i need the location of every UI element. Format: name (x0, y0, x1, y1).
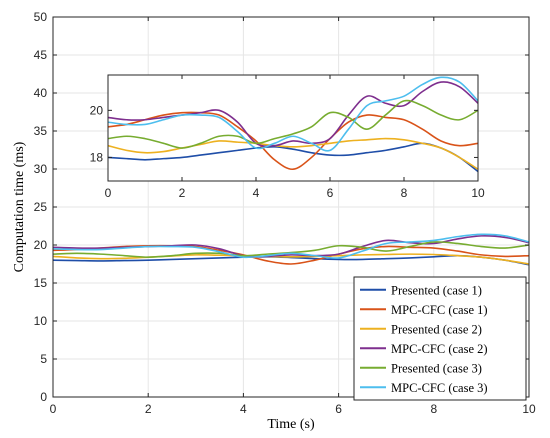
legend-label: MPC-CFC (case 3) (391, 381, 488, 395)
x-axis-label: Time (s) (267, 417, 315, 432)
inset-x-tick-label: 6 (327, 186, 334, 200)
x-tick-label: 0 (50, 402, 57, 416)
y-tick-label: 50 (34, 10, 48, 24)
inset-series-line-3 (108, 137, 478, 170)
inset-series-line-2 (108, 111, 478, 171)
y-tick-label: 20 (34, 238, 48, 252)
legend-box (353, 276, 527, 401)
inset-plot-frame (107, 74, 479, 182)
inset-y-tick-label: 18 (90, 150, 104, 164)
y-tick-label: 15 (34, 276, 48, 290)
y-tick-label: 5 (40, 352, 47, 366)
x-tick-label: 10 (522, 402, 536, 416)
legend-label: MPC-CFC (case 2) (391, 342, 488, 356)
x-tick-label: 4 (240, 402, 247, 416)
inset-series-line-4 (108, 81, 478, 147)
main-series-group (52, 233, 530, 266)
inset-x-tick-label: 2 (179, 186, 186, 200)
legend-label: Presented (case 2) (391, 322, 482, 336)
y-tick-label: 0 (40, 390, 47, 404)
inset-axes (107, 74, 479, 182)
inset-series-line-5 (108, 99, 478, 149)
y-tick-label: 35 (34, 124, 48, 138)
y-tick-label: 25 (34, 200, 48, 214)
inset-x-tick-label: 8 (401, 186, 408, 200)
series-line-2 (52, 244, 530, 265)
inset-x-tick-label: 10 (471, 186, 485, 200)
inset-series-group (108, 76, 478, 173)
inset-series-line-6 (108, 76, 478, 152)
inset-chart: 0 2 4 6 8 10 18 20 (90, 74, 485, 200)
y-axis-label: Computation time (ms) (12, 141, 27, 272)
x-tick-label: 2 (145, 402, 152, 416)
series-line-3 (52, 253, 530, 265)
y-tick-label: 45 (34, 48, 48, 62)
legend-label: MPC-CFC (case 1) (391, 303, 488, 317)
x-tick-label: 8 (430, 402, 437, 416)
inset-x-tick-label: 0 (105, 186, 112, 200)
inset-y-tick-label: 20 (90, 103, 104, 117)
inset-tick-labels: 0 2 4 6 8 10 18 20 (90, 103, 485, 200)
series-line-6 (52, 233, 530, 259)
y-tick-label: 10 (34, 314, 48, 328)
inset-background (108, 75, 478, 181)
y-tick-label: 40 (34, 86, 48, 100)
legend: Presented (case 1) MPC-CFC (case 1) Presen… (353, 276, 527, 401)
y-tick-label: 30 (34, 162, 48, 176)
inset-series-line-1 (108, 142, 478, 173)
legend-label: Presented (case 1) (391, 283, 482, 297)
inset-x-tick-label: 4 (253, 186, 260, 200)
legend-label: Presented (case 3) (391, 361, 482, 375)
x-tick-label: 6 (335, 402, 342, 416)
main-plot-frame (52, 16, 530, 398)
inset-lines (108, 76, 478, 173)
